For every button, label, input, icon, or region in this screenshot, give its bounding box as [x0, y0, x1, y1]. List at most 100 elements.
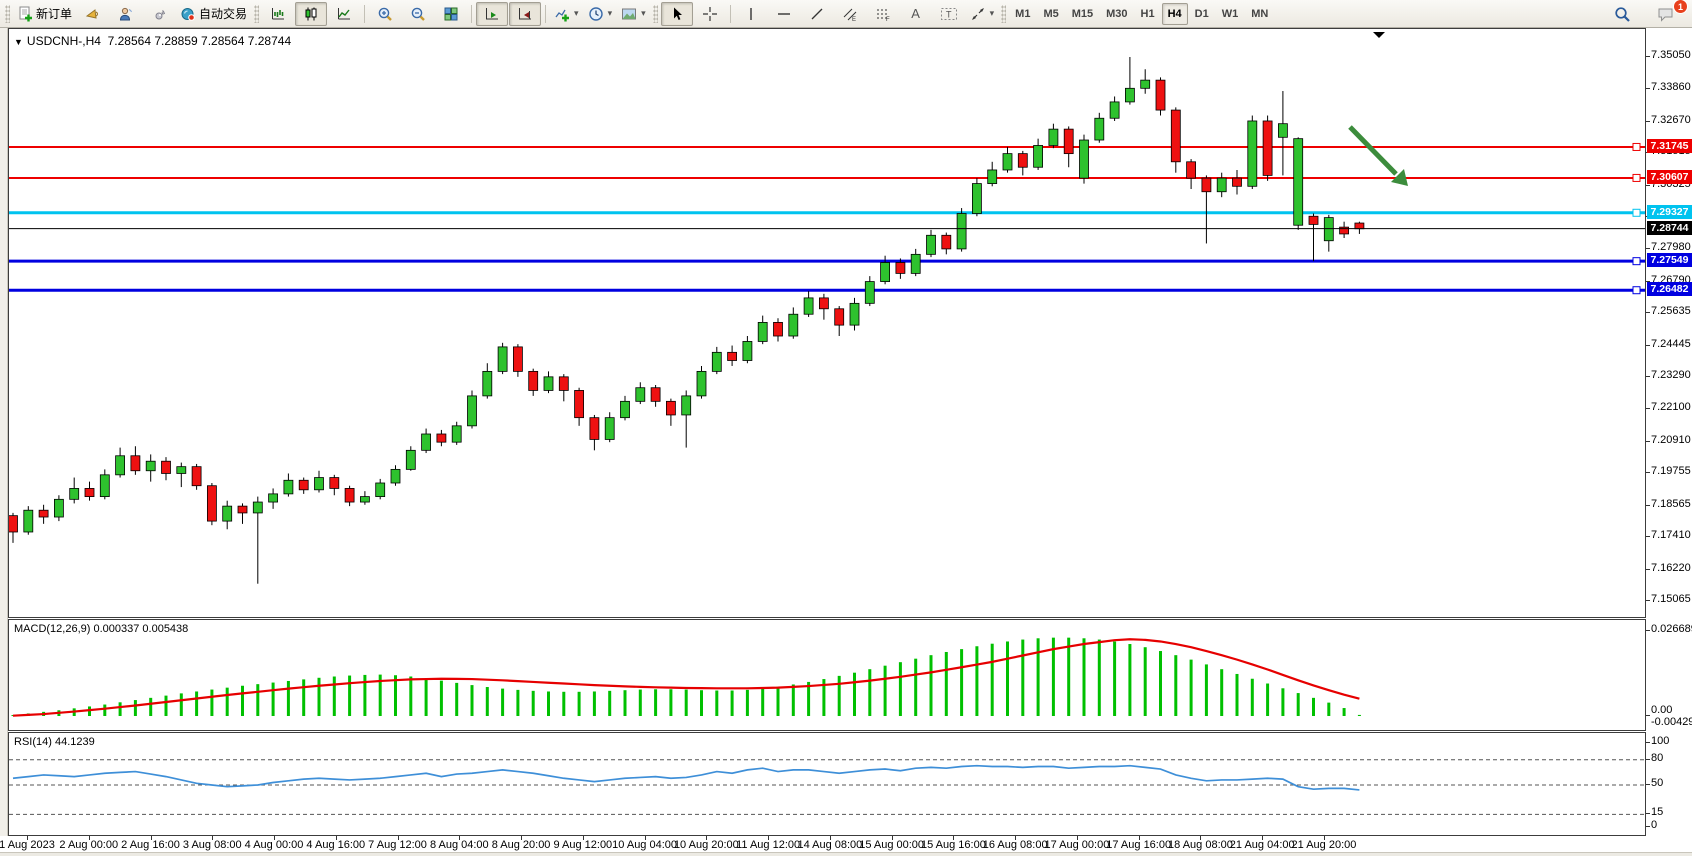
indicators-icon: [554, 6, 570, 22]
bar-chart-button[interactable]: [262, 2, 294, 26]
price-tick: [1646, 440, 1650, 442]
time-tick: [150, 836, 152, 840]
rsi-tick: [1646, 826, 1650, 827]
chart-shift-button[interactable]: [509, 1, 542, 26]
macd-bar: [439, 680, 443, 716]
time-label: 14 Aug 08:00: [797, 839, 863, 851]
line-handle[interactable]: [1632, 286, 1641, 295]
timeframe-button-M15[interactable]: M15: [1071, 7, 1094, 20]
text-tool-button[interactable]: A: [900, 2, 932, 26]
chart-shift-marker-icon[interactable]: [1373, 32, 1385, 38]
candle-body: [84, 488, 95, 498]
alerts-button[interactable]: [77, 2, 109, 26]
indicators-button[interactable]: ▾: [550, 2, 583, 26]
search-button[interactable]: [1606, 2, 1638, 26]
text-tool-icon: A: [911, 6, 920, 21]
candle-body: [1262, 120, 1273, 176]
time-tick: [891, 836, 893, 840]
timeframe-button-H1[interactable]: H1: [1140, 7, 1155, 20]
channel-tool-button[interactable]: E: [834, 2, 866, 26]
price-tick: [1646, 599, 1650, 601]
rsi-line: [12, 764, 1360, 791]
price-axis[interactable]: 7.350507.338607.326707.315157.303257.291…: [1646, 28, 1692, 836]
line-handle[interactable]: [1632, 208, 1641, 217]
time-tick: [706, 836, 708, 840]
arrows-icon: [970, 6, 986, 22]
label-tool-button[interactable]: T: [933, 2, 965, 26]
zoom-out-button[interactable]: [402, 2, 434, 26]
line-handle[interactable]: [1632, 173, 1641, 182]
vertical-line-tool-button[interactable]: [735, 2, 767, 26]
annotation-arrow-head[interactable]: [1391, 169, 1408, 186]
horn-icon: [85, 6, 101, 22]
macd-bar: [1204, 664, 1208, 716]
price-tick-label: 7.22100: [1651, 401, 1691, 414]
time-label: 1 Aug 2023: [0, 839, 55, 851]
line-handle[interactable]: [1632, 257, 1641, 266]
macd-bar: [1082, 638, 1086, 716]
tile-windows-button[interactable]: [435, 2, 467, 26]
macd-bar: [883, 665, 887, 716]
macd-panel[interactable]: MACD(12,26,9) 0.000337 0.005438: [8, 619, 1646, 731]
timeframe-button-M5[interactable]: M5: [1043, 7, 1059, 20]
macd-bar: [990, 643, 994, 716]
timeframe-button-W1[interactable]: W1: [1221, 7, 1239, 20]
time-label: 16 Aug 08:00: [982, 839, 1048, 851]
macd-bar: [531, 690, 535, 716]
candle-body: [1186, 161, 1196, 179]
chart-menu-icon[interactable]: ▼: [14, 37, 23, 47]
trendline-tool-button[interactable]: [801, 2, 833, 26]
timeframe-button-D1[interactable]: D1: [1194, 7, 1209, 20]
notifications-button[interactable]: 1: [1650, 0, 1688, 26]
price-tick: [1646, 568, 1650, 570]
macd-bar: [470, 685, 474, 716]
auto-scroll-button[interactable]: [476, 1, 509, 26]
chat-bubble-icon: [1657, 6, 1675, 22]
periods-button[interactable]: ▾: [584, 2, 617, 26]
new-order-button[interactable]: 新订单: [13, 2, 76, 26]
candle-body: [161, 460, 171, 474]
candle-body: [757, 321, 768, 342]
trendline-icon: [809, 6, 825, 22]
time-label: 4 Aug 16:00: [306, 839, 366, 851]
fibonacci-tool-button[interactable]: F: [867, 2, 899, 26]
macd-bar: [960, 649, 964, 716]
macd-bar: [424, 678, 428, 716]
auto-trading-button[interactable]: 自动交易: [176, 2, 251, 26]
line-handle[interactable]: [1632, 142, 1641, 151]
macd-bar: [715, 690, 719, 716]
candle-body: [1170, 109, 1181, 163]
rsi-tick: [1646, 742, 1650, 743]
macd-bar: [730, 690, 734, 716]
macd-bar: [975, 646, 979, 716]
macd-bar: [378, 674, 382, 716]
profile-button[interactable]: [110, 2, 142, 26]
main-chart-panel[interactable]: ▼ USDCNH-,H4 7.28564 7.28859 7.28564 7.28…: [8, 28, 1646, 618]
time-axis[interactable]: 1 Aug 2023 2 Aug 00:00 2 Aug 16:00 3 Aug 08…: [0, 836, 1692, 856]
broadcast-button[interactable]: [143, 2, 175, 26]
crosshair-tool-button[interactable]: [694, 2, 726, 26]
candle-body: [711, 351, 722, 372]
cursor-tool-button[interactable]: [660, 1, 693, 26]
candle-body: [191, 466, 202, 487]
line-chart-button[interactable]: [328, 2, 360, 26]
macd-bar: [88, 706, 91, 716]
templates-button[interactable]: ▾: [617, 2, 650, 26]
signal-icon: [151, 6, 167, 22]
timeframe-button-MN[interactable]: MN: [1251, 7, 1269, 20]
rsi-panel[interactable]: RSI(14) 44.1239: [8, 732, 1646, 836]
zoom-in-button[interactable]: [369, 2, 401, 26]
candle-body: [145, 460, 156, 472]
macd-bar: [1174, 655, 1178, 716]
label-glyph: T: [946, 9, 952, 19]
candlestick-chart-button[interactable]: [295, 1, 328, 26]
time-label: 2 Aug 00:00: [59, 839, 119, 851]
timeframe-button-H4[interactable]: H4: [1161, 2, 1188, 25]
time-label: 15 Aug 00:00: [859, 839, 925, 851]
horizontal-line-tool-button[interactable]: [768, 2, 800, 26]
auto-trading-label: 自动交易: [199, 7, 248, 21]
arrows-tool-button[interactable]: ▾: [966, 2, 999, 26]
timeframe-button-M1[interactable]: M1: [1015, 7, 1031, 20]
annotation-arrow-shaft[interactable]: [1348, 125, 1398, 176]
timeframe-button-M30[interactable]: M30: [1106, 7, 1128, 20]
